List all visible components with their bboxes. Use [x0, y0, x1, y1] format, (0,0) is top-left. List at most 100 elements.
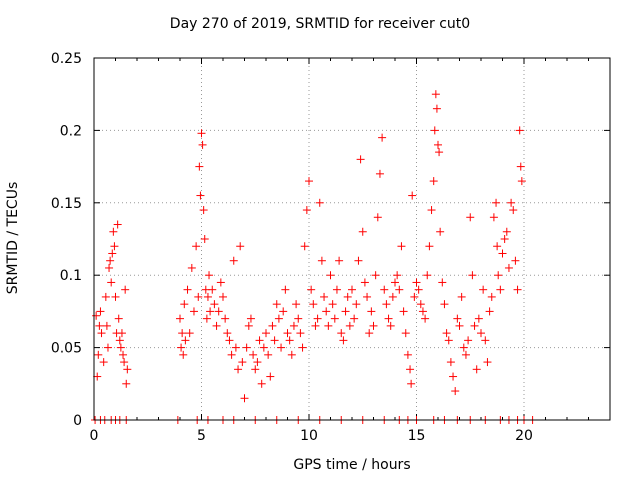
data-point: [238, 358, 247, 367]
data-point: [262, 329, 270, 338]
data-point: [268, 321, 277, 330]
data-point: [99, 358, 108, 367]
data-point: [322, 307, 331, 316]
data-point: [300, 242, 309, 251]
data-point: [253, 358, 262, 367]
data-point: [345, 321, 354, 330]
data-point: [212, 321, 221, 330]
data-point: [123, 365, 132, 374]
data-point: [305, 177, 313, 186]
data-point: [393, 271, 402, 280]
data-point: [388, 292, 397, 301]
data-point: [219, 292, 227, 301]
data-point: [255, 336, 264, 345]
data-point: [330, 314, 339, 323]
data-point: [279, 307, 288, 316]
data-point: [296, 329, 305, 338]
data-point: [177, 343, 186, 352]
data-point: [93, 372, 102, 381]
data-point: [498, 249, 507, 258]
data-point: [101, 292, 110, 301]
data-point: [410, 292, 419, 301]
data-point: [287, 350, 296, 359]
data-point: [311, 321, 320, 330]
y-tick-label: 0.2: [60, 123, 82, 139]
data-point: [341, 307, 350, 316]
data-point: [122, 379, 131, 388]
data-point: [225, 336, 234, 345]
data-point: [198, 140, 207, 149]
data-point: [425, 242, 434, 251]
data-point: [274, 314, 283, 323]
y-tick-label: 0.15: [51, 196, 82, 212]
data-point: [477, 329, 485, 338]
data-point: [481, 336, 490, 345]
data-point: [459, 343, 468, 352]
data-point: [294, 314, 303, 323]
data-point: [200, 235, 209, 243]
data-point: [210, 300, 219, 309]
data-point: [485, 307, 494, 316]
data-point: [339, 336, 348, 345]
data-point: [472, 365, 481, 374]
data-point: [309, 300, 318, 309]
data-point: [119, 350, 128, 359]
data-point: [206, 307, 215, 316]
data-point: [189, 307, 198, 316]
data-point: [113, 220, 122, 229]
data-point: [194, 292, 203, 301]
data-point: [492, 198, 501, 207]
data-point: [509, 206, 518, 215]
data-point: [430, 126, 439, 135]
data-point: [397, 242, 406, 251]
data-point: [105, 263, 114, 272]
grid-lines: [94, 58, 610, 420]
data-point: [234, 365, 243, 374]
data-point: [251, 365, 260, 374]
data-point: [95, 321, 104, 330]
data-point: [317, 256, 326, 265]
data-point: [202, 314, 211, 323]
data-point: [382, 300, 391, 309]
data-point: [94, 350, 103, 359]
data-point: [283, 329, 292, 338]
data-point: [187, 263, 196, 272]
data-point: [479, 285, 488, 294]
data-point: [407, 379, 416, 388]
data-point: [183, 285, 192, 294]
y-tick-label: 0: [73, 413, 82, 429]
data-point: [350, 314, 359, 323]
data-point: [223, 329, 232, 338]
data-point: [221, 314, 230, 323]
data-point: [114, 314, 123, 323]
data-point: [363, 292, 372, 301]
data-point: [432, 104, 441, 113]
data-point: [369, 321, 378, 330]
data-point: [451, 387, 460, 396]
data-point: [399, 307, 408, 316]
data-point: [423, 271, 432, 280]
data-point: [289, 321, 298, 330]
data-point: [406, 365, 415, 374]
data-point: [504, 263, 513, 272]
data-point: [116, 343, 125, 352]
data-point: [337, 329, 346, 338]
data-point: [110, 242, 119, 251]
data-point: [285, 336, 294, 345]
data-point: [103, 343, 112, 352]
data-point: [343, 292, 352, 301]
data-point: [328, 300, 337, 309]
chart-title: Day 270 of 2019, SRMTID for receiver cut…: [169, 16, 471, 32]
data-point: [199, 206, 208, 215]
data-point: [352, 300, 361, 309]
data-point: [416, 300, 425, 309]
data-point: [302, 206, 311, 215]
data-point: [109, 227, 118, 236]
data-point: [440, 300, 449, 309]
data-point: [434, 140, 442, 149]
data-point: [380, 285, 389, 294]
data-point: [315, 198, 324, 207]
data-point: [365, 329, 374, 338]
data-point: [502, 227, 511, 236]
